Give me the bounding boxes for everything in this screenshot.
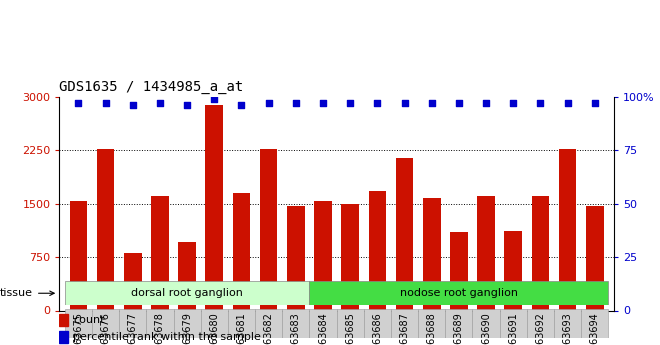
Bar bbox=[450, 232, 468, 310]
Text: count: count bbox=[73, 315, 105, 325]
Text: GSM63687: GSM63687 bbox=[399, 312, 410, 345]
Point bbox=[236, 102, 247, 108]
Point bbox=[209, 96, 220, 101]
Bar bbox=[396, 158, 413, 310]
Point bbox=[290, 100, 301, 106]
Point bbox=[372, 100, 383, 106]
Bar bbox=[59, 331, 68, 343]
Bar bbox=[341, 204, 359, 310]
Bar bbox=[201, 309, 228, 338]
Bar bbox=[65, 281, 310, 305]
Bar bbox=[124, 254, 142, 310]
Text: nodose root ganglion: nodose root ganglion bbox=[400, 288, 518, 298]
Bar bbox=[255, 309, 282, 338]
Text: GSM63688: GSM63688 bbox=[427, 312, 437, 345]
Bar bbox=[310, 309, 337, 338]
Bar bbox=[418, 309, 446, 338]
Bar bbox=[178, 242, 196, 310]
Text: percentile rank within the sample: percentile rank within the sample bbox=[73, 333, 261, 342]
Text: GSM63683: GSM63683 bbox=[291, 312, 301, 345]
Text: GSM63691: GSM63691 bbox=[508, 312, 518, 345]
Bar bbox=[310, 281, 609, 305]
Point bbox=[426, 100, 437, 106]
Text: GSM63680: GSM63680 bbox=[209, 312, 219, 345]
Bar bbox=[531, 196, 549, 310]
Bar bbox=[473, 309, 500, 338]
Bar bbox=[233, 193, 250, 310]
Point bbox=[508, 100, 519, 106]
Bar bbox=[205, 105, 223, 310]
Text: GSM63676: GSM63676 bbox=[100, 312, 111, 345]
Bar bbox=[554, 309, 581, 338]
Bar bbox=[260, 149, 277, 310]
Bar bbox=[314, 201, 332, 310]
Point bbox=[263, 100, 274, 106]
Text: GSM63681: GSM63681 bbox=[236, 312, 246, 345]
Point bbox=[562, 100, 573, 106]
Bar bbox=[527, 309, 554, 338]
Point bbox=[317, 100, 328, 106]
Bar bbox=[477, 196, 495, 310]
Bar bbox=[59, 314, 68, 326]
Bar bbox=[119, 309, 147, 338]
Bar bbox=[92, 309, 119, 338]
Bar bbox=[147, 309, 174, 338]
Text: GSM63694: GSM63694 bbox=[590, 312, 600, 345]
Bar bbox=[368, 191, 386, 310]
Bar bbox=[391, 309, 418, 338]
Bar bbox=[69, 201, 87, 310]
Bar bbox=[282, 309, 310, 338]
Point bbox=[480, 100, 491, 106]
Point bbox=[100, 100, 111, 106]
Bar bbox=[65, 309, 92, 338]
Text: GSM63682: GSM63682 bbox=[263, 312, 274, 345]
Bar bbox=[228, 309, 255, 338]
Bar bbox=[423, 198, 441, 310]
Point bbox=[589, 100, 600, 106]
Bar bbox=[500, 309, 527, 338]
Text: GSM63677: GSM63677 bbox=[128, 312, 138, 345]
Text: GSM63689: GSM63689 bbox=[454, 312, 464, 345]
Text: tissue: tissue bbox=[0, 288, 54, 298]
Bar bbox=[559, 149, 576, 310]
Text: GSM63678: GSM63678 bbox=[155, 312, 165, 345]
Bar bbox=[287, 206, 305, 310]
Point bbox=[127, 102, 138, 108]
Bar bbox=[504, 231, 522, 310]
Bar bbox=[446, 309, 473, 338]
Bar bbox=[174, 309, 201, 338]
Point bbox=[182, 102, 193, 108]
Text: GSM63684: GSM63684 bbox=[318, 312, 328, 345]
Text: GSM63685: GSM63685 bbox=[345, 312, 355, 345]
Point bbox=[399, 100, 410, 106]
Text: GSM63692: GSM63692 bbox=[535, 312, 545, 345]
Text: GDS1635 / 1434985_a_at: GDS1635 / 1434985_a_at bbox=[59, 80, 244, 94]
Point bbox=[453, 100, 464, 106]
Bar bbox=[581, 309, 609, 338]
Text: GSM63693: GSM63693 bbox=[562, 312, 573, 345]
Bar bbox=[586, 206, 604, 310]
Bar bbox=[337, 309, 364, 338]
Text: GSM63690: GSM63690 bbox=[481, 312, 491, 345]
Bar bbox=[364, 309, 391, 338]
Text: GSM63686: GSM63686 bbox=[372, 312, 382, 345]
Text: GSM63675: GSM63675 bbox=[73, 312, 83, 345]
Point bbox=[345, 100, 356, 106]
Bar bbox=[151, 196, 169, 310]
Point bbox=[154, 100, 165, 106]
Point bbox=[73, 100, 84, 106]
Point bbox=[535, 100, 546, 106]
Text: GSM63679: GSM63679 bbox=[182, 312, 192, 345]
Bar bbox=[97, 149, 114, 310]
Text: dorsal root ganglion: dorsal root ganglion bbox=[131, 288, 243, 298]
